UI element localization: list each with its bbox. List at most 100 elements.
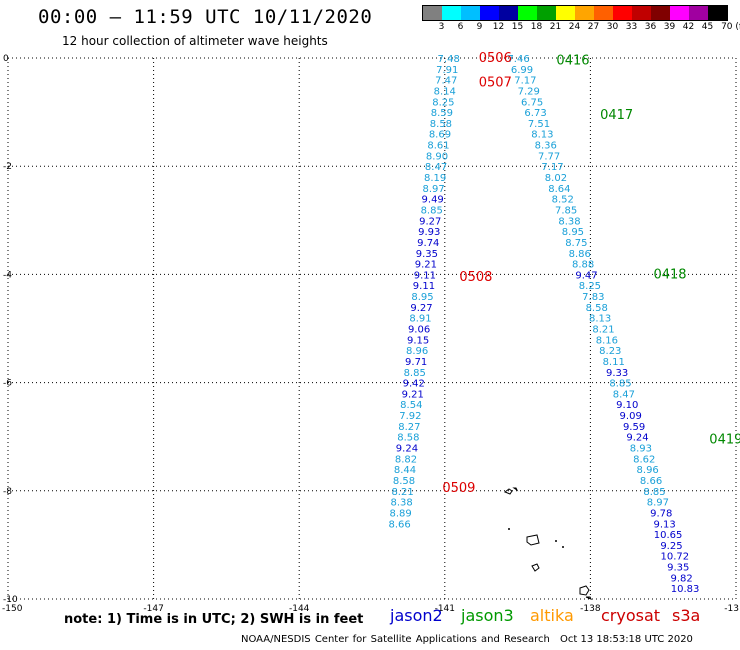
track-2-value: 8.97 xyxy=(647,498,669,509)
track-2-value: 8.16 xyxy=(596,335,618,346)
track-2-value: 7.51 xyxy=(528,119,550,130)
time-label: 0416 xyxy=(556,54,589,69)
time-label: 0508 xyxy=(459,270,492,285)
track-1-value: 8.58 xyxy=(430,119,452,130)
track-1-value: 9.42 xyxy=(403,379,425,390)
track-1-value: 8.14 xyxy=(434,86,456,97)
track-1-value: 9.11 xyxy=(414,270,436,281)
track-1-value: 8.58 xyxy=(397,433,419,444)
track-1-value: 9.11 xyxy=(413,281,435,292)
track-2-value: 10.65 xyxy=(654,530,683,541)
track-2-value: 8.23 xyxy=(599,346,621,357)
track-2-value: 7.46 xyxy=(507,54,529,65)
track-2-value: 8.96 xyxy=(637,465,659,476)
island-dot xyxy=(562,546,564,548)
track-2-value: 7.85 xyxy=(555,205,577,216)
track-1-value: 8.85 xyxy=(421,205,443,216)
track-1-value: 9.06 xyxy=(408,325,430,336)
track-2-value: 9.25 xyxy=(660,541,682,552)
time-labels: 0506 0507 0416 0417 0508 0418 0509 0419 xyxy=(442,51,740,496)
track-2-value: 8.36 xyxy=(535,141,557,152)
legend-label: 18 xyxy=(530,22,543,32)
track-2-value: 9.82 xyxy=(671,573,693,584)
track-2-value: 8.47 xyxy=(613,389,635,400)
legend-swatch xyxy=(594,6,613,20)
footer-center: NOAA/NESDIS Center for Satellite Applica… xyxy=(241,634,550,645)
track-1-value: 8.89 xyxy=(390,508,412,519)
track-2-value: 7.17 xyxy=(541,162,563,173)
track-2-value: 8.62 xyxy=(633,454,655,465)
footer-timestamp: Oct 13 18:53:18 UTC 2020 xyxy=(560,634,693,645)
legend-label: 39 xyxy=(663,22,676,32)
legend-label: 45 xyxy=(701,22,714,32)
track-1-value: 9.74 xyxy=(417,238,439,249)
track-2-value: 9.24 xyxy=(626,433,648,444)
track-2-value: 7.17 xyxy=(514,76,536,87)
track-2-value: 7.77 xyxy=(538,151,560,162)
track-1-value: 8.27 xyxy=(398,422,420,433)
legend-swatch xyxy=(518,6,537,20)
track-2-value: 6.99 xyxy=(511,65,533,76)
satellite-legend-altika: altika xyxy=(530,606,574,625)
track-2-value: 6.75 xyxy=(521,97,543,108)
time-label: 0506 xyxy=(479,51,512,66)
track-1-value: 8.82 xyxy=(395,454,417,465)
track-2-value: 8.38 xyxy=(558,216,580,227)
y-tick-label: -8 xyxy=(3,487,12,497)
legend-swatch xyxy=(499,6,518,20)
legend-swatch xyxy=(442,6,461,20)
track-2-value: 7.83 xyxy=(582,292,604,303)
track-2-value: 8.25 xyxy=(579,281,601,292)
track-2-value: 8.11 xyxy=(603,357,625,368)
track-2-value: 8.52 xyxy=(552,195,574,206)
track-1-value: 8.38 xyxy=(390,498,412,509)
track-1-value: 8.95 xyxy=(411,292,433,303)
island-shape xyxy=(526,534,540,546)
legend-swatch xyxy=(556,6,575,20)
legend-swatch xyxy=(708,6,727,20)
track-2-value: 8.58 xyxy=(586,303,608,314)
track-1-value: 9.71 xyxy=(405,357,427,368)
y-tick-label: 0 xyxy=(3,54,9,64)
track-1-value: 8.61 xyxy=(427,141,449,152)
x-tick-label: -138 xyxy=(580,604,601,614)
track-1-value: 9.24 xyxy=(396,444,418,455)
legend-label: 36 xyxy=(644,22,657,32)
legend-label: 70 (ft) xyxy=(721,22,740,32)
island-dot xyxy=(555,540,557,542)
track-1-value: 7.91 xyxy=(436,65,458,76)
time-label: 0507 xyxy=(479,75,512,90)
satellite-legend-s3a: s3a xyxy=(672,606,701,625)
track-1-value: 8.69 xyxy=(429,130,451,141)
track-1-value: 9.27 xyxy=(419,216,441,227)
y-tick-label: -10 xyxy=(3,595,18,605)
track-2-value: 8.13 xyxy=(531,130,553,141)
y-tick-label: -2 xyxy=(3,162,12,172)
island-shape xyxy=(579,585,593,600)
island-shape xyxy=(531,563,540,572)
island-dot xyxy=(508,528,510,530)
legend-swatch xyxy=(480,6,499,20)
satellite-legend-jason2: jason2 xyxy=(390,606,443,625)
satellite-legend-cryosat: cryosat xyxy=(601,606,661,625)
track-2-value: 7.29 xyxy=(518,86,540,97)
track-1-value: 9.15 xyxy=(407,335,429,346)
track-2-value: 8.86 xyxy=(569,249,591,260)
track-2-value: 9.35 xyxy=(667,563,689,574)
track-1-value: 8.44 xyxy=(394,465,416,476)
legend-label: 21 xyxy=(549,22,562,32)
track-1-value: 8.47 xyxy=(425,162,447,173)
legend-label: 15 xyxy=(511,22,524,32)
coastline-islands xyxy=(503,487,593,600)
track-1-value: 7.48 xyxy=(438,54,460,65)
track-2-value: 8.93 xyxy=(630,444,652,455)
track-2-value: 8.85 xyxy=(643,487,665,498)
legend-swatch xyxy=(461,6,480,20)
legend-swatch xyxy=(537,6,556,20)
x-tick-label: -144 xyxy=(289,604,310,614)
legend-label: 27 xyxy=(587,22,600,32)
legend-label: 3 xyxy=(438,22,445,32)
track-1-value: 7.47 xyxy=(435,76,457,87)
page-title: 00:00 – 11:59 UTC 10/11/2020 xyxy=(38,6,373,28)
